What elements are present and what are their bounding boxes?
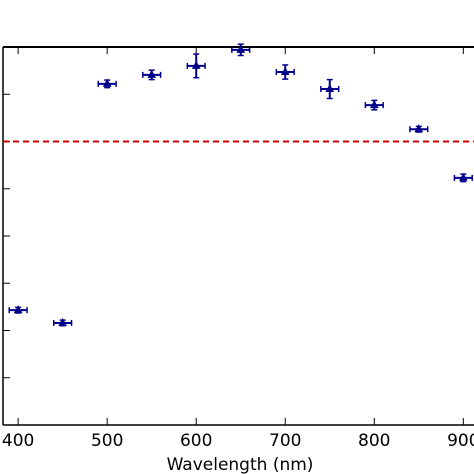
x-tick-label: 700 — [269, 431, 301, 451]
marker — [191, 60, 201, 69]
marker — [325, 83, 335, 93]
x-tick-label: 400 — [2, 431, 34, 451]
x-tick-label: 900 — [447, 431, 474, 451]
marker — [147, 69, 157, 78]
x-tick-label: 500 — [91, 431, 123, 451]
marker — [102, 78, 112, 87]
x-tick-label: 800 — [358, 431, 390, 451]
marker — [58, 317, 67, 326]
x-axis-label: Wavelength (nm) — [167, 455, 314, 474]
x-tick-label: 600 — [180, 431, 212, 451]
marker — [414, 124, 424, 133]
marker — [458, 172, 468, 181]
marker — [280, 66, 290, 76]
marker — [13, 305, 23, 314]
marker — [236, 44, 246, 53]
marker — [369, 100, 379, 109]
